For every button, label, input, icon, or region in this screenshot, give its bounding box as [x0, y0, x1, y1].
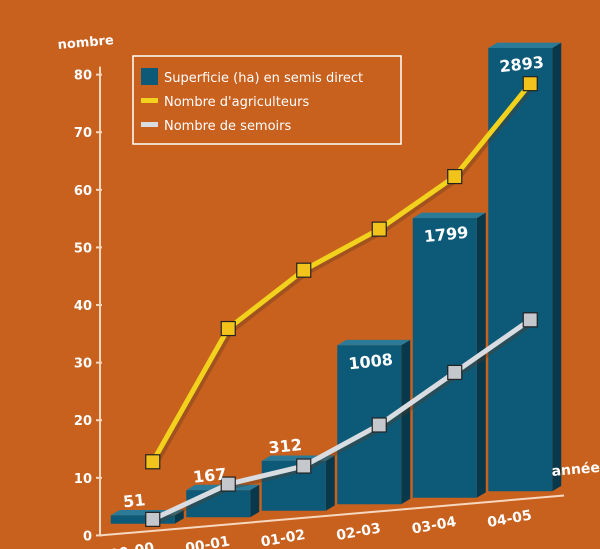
bar-data-label: 167 — [192, 464, 227, 486]
x-tick-label: 04-05 — [486, 508, 533, 532]
legend: Superficie (ha) en semis direct Nombre d'… — [132, 55, 402, 145]
x-tick-label: 99-00 — [109, 540, 156, 549]
bar-front — [488, 48, 553, 492]
legend-label: Nombre de semoirs — [164, 119, 292, 134]
series-line-shadow — [153, 318, 535, 525]
y-tick-label: 60 — [74, 184, 92, 199]
series-line-shadow — [151, 83, 535, 466]
bar-side — [250, 484, 260, 518]
bar-front — [110, 515, 175, 524]
bar-data-label: 51 — [122, 490, 146, 511]
bar-top — [488, 42, 562, 48]
bar-side — [174, 509, 184, 524]
legend-swatch — [141, 68, 158, 85]
bar — [337, 339, 411, 505]
bar-data-label: 2893 — [499, 53, 545, 77]
bar-data-label: 1799 — [423, 223, 469, 247]
bar-data-label: 1008 — [348, 350, 394, 374]
bar-side — [401, 339, 411, 505]
series-point — [145, 454, 161, 470]
bar-front — [337, 345, 402, 505]
y-tick-label: 0 — [83, 529, 92, 544]
bar-side — [552, 42, 562, 492]
bar-data-label: 312 — [268, 435, 303, 457]
legend-swatch — [141, 98, 158, 103]
bar — [186, 484, 260, 518]
y-tick-label: 50 — [74, 241, 92, 256]
y-tick-label: 70 — [74, 126, 92, 141]
y-tick-label: 40 — [74, 299, 92, 314]
bar-top — [412, 212, 486, 219]
x-axis-label: année — [551, 460, 600, 480]
legend-box — [132, 55, 402, 145]
series-point — [296, 458, 312, 474]
y-tick-label: 30 — [74, 357, 92, 372]
semoirs-line — [151, 317, 532, 522]
bar-top — [337, 339, 411, 346]
series-point — [371, 417, 387, 433]
y-tick-label: 10 — [74, 472, 92, 487]
series-point — [371, 221, 387, 237]
series-point — [220, 476, 236, 492]
y-tick-label: 80 — [74, 69, 92, 84]
bar-front — [412, 218, 477, 498]
y-axis-label: nombre — [57, 33, 115, 53]
legend-label: Nombre d'agriculteurs — [164, 95, 309, 110]
legend-swatch — [141, 122, 158, 127]
x-axis-line — [99, 494, 565, 537]
series-point — [296, 262, 312, 278]
x-tick-label: 00-01 — [184, 534, 231, 549]
legend-label: Superficie (ha) en semis direct — [164, 71, 363, 86]
bar-side — [325, 455, 335, 511]
series-point — [447, 168, 463, 185]
series-point — [447, 364, 463, 381]
x-tick-label: 03-04 — [411, 514, 458, 538]
x-tick-label: 02-03 — [335, 521, 382, 545]
series-point — [522, 312, 538, 328]
bar — [488, 42, 562, 492]
series-point — [522, 76, 538, 92]
series-point — [145, 511, 161, 527]
y-tick-label: 20 — [74, 414, 92, 429]
agriculteurs-line — [150, 82, 533, 464]
bar-front — [186, 490, 251, 518]
bar — [412, 212, 486, 498]
x-tick-label: 01-02 — [260, 527, 307, 549]
series-point — [220, 320, 236, 337]
